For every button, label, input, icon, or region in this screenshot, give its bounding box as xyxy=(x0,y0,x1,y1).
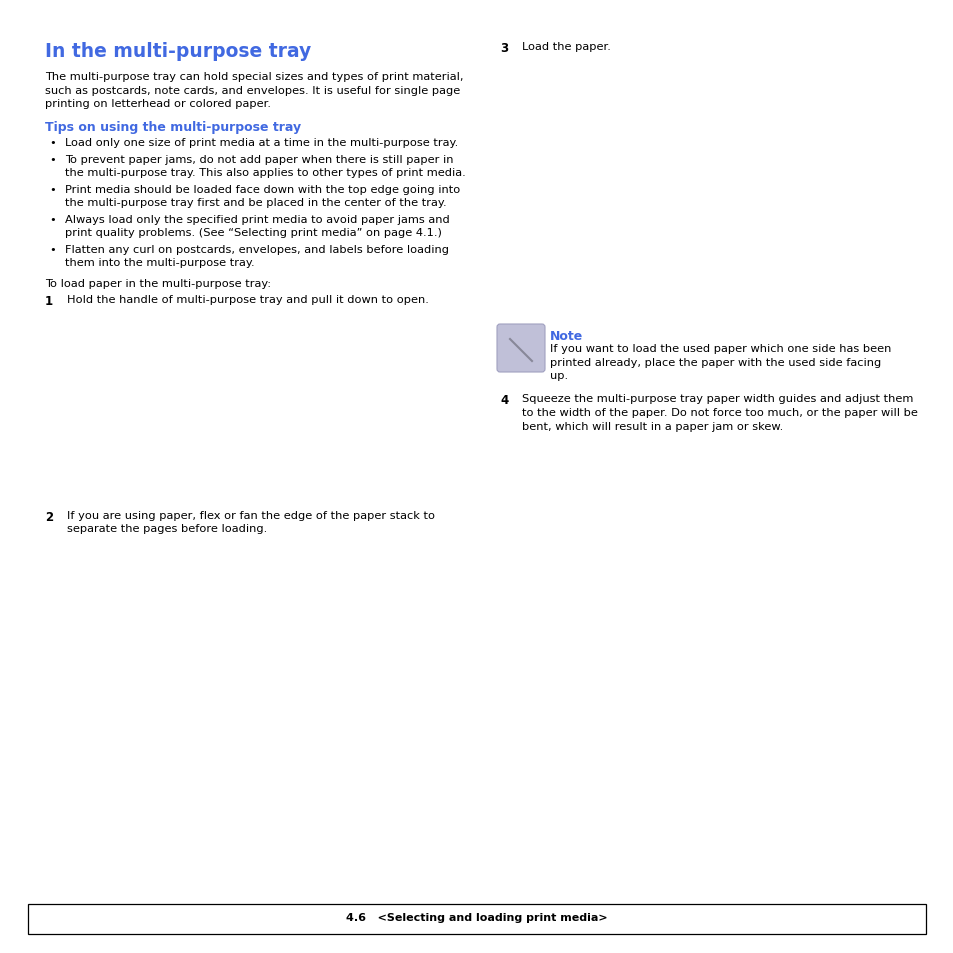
Text: 1: 1 xyxy=(45,294,53,308)
Text: To load paper in the multi-purpose tray:: To load paper in the multi-purpose tray: xyxy=(45,278,271,289)
Text: up.: up. xyxy=(550,371,568,380)
Text: Load only one size of print media at a time in the multi-purpose tray.: Load only one size of print media at a t… xyxy=(65,138,457,149)
Text: Load the paper.: Load the paper. xyxy=(521,42,610,52)
Text: Note: Note xyxy=(550,330,582,343)
Text: •: • xyxy=(49,214,55,225)
Text: Print media should be loaded face down with the top edge going into: Print media should be loaded face down w… xyxy=(65,185,459,194)
Text: •: • xyxy=(49,138,55,149)
FancyBboxPatch shape xyxy=(497,325,544,373)
Text: 4: 4 xyxy=(499,395,508,407)
Text: the multi-purpose tray. This also applies to other types of print media.: the multi-purpose tray. This also applie… xyxy=(65,169,465,178)
Text: To prevent paper jams, do not add paper when there is still paper in: To prevent paper jams, do not add paper … xyxy=(65,154,453,165)
Text: 3: 3 xyxy=(499,42,508,55)
Text: such as postcards, note cards, and envelopes. It is useful for single page: such as postcards, note cards, and envel… xyxy=(45,86,459,95)
Text: the multi-purpose tray first and be placed in the center of the tray.: the multi-purpose tray first and be plac… xyxy=(65,198,446,209)
Text: Tips on using the multi-purpose tray: Tips on using the multi-purpose tray xyxy=(45,120,301,133)
Text: to the width of the paper. Do not force too much, or the paper will be: to the width of the paper. Do not force … xyxy=(521,408,917,417)
Text: printing on letterhead or colored paper.: printing on letterhead or colored paper. xyxy=(45,99,271,109)
Text: 2: 2 xyxy=(45,511,53,523)
Text: Squeeze the multi-purpose tray paper width guides and adjust them: Squeeze the multi-purpose tray paper wid… xyxy=(521,395,912,404)
Text: print quality problems. (See “Selecting print media” on page 4.1.): print quality problems. (See “Selecting … xyxy=(65,229,441,238)
Bar xyxy=(28,904,925,934)
Text: Hold the handle of multi-purpose tray and pull it down to open.: Hold the handle of multi-purpose tray an… xyxy=(67,294,429,305)
Text: bent, which will result in a paper jam or skew.: bent, which will result in a paper jam o… xyxy=(521,421,782,431)
Text: The multi-purpose tray can hold special sizes and types of print material,: The multi-purpose tray can hold special … xyxy=(45,71,463,82)
Text: 4.6   <Selecting and loading print media>: 4.6 <Selecting and loading print media> xyxy=(346,912,607,923)
Text: If you want to load the used paper which one side has been: If you want to load the used paper which… xyxy=(550,344,890,354)
Text: In the multi-purpose tray: In the multi-purpose tray xyxy=(45,42,311,61)
Text: printed already, place the paper with the used side facing: printed already, place the paper with th… xyxy=(550,357,881,367)
Text: Flatten any curl on postcards, envelopes, and labels before loading: Flatten any curl on postcards, envelopes… xyxy=(65,245,449,254)
Text: •: • xyxy=(49,154,55,165)
Text: separate the pages before loading.: separate the pages before loading. xyxy=(67,524,267,534)
Text: •: • xyxy=(49,185,55,194)
Text: •: • xyxy=(49,245,55,254)
Text: If you are using paper, flex or fan the edge of the paper stack to: If you are using paper, flex or fan the … xyxy=(67,511,435,520)
Text: Always load only the specified print media to avoid paper jams and: Always load only the specified print med… xyxy=(65,214,449,225)
Text: them into the multi-purpose tray.: them into the multi-purpose tray. xyxy=(65,258,254,268)
